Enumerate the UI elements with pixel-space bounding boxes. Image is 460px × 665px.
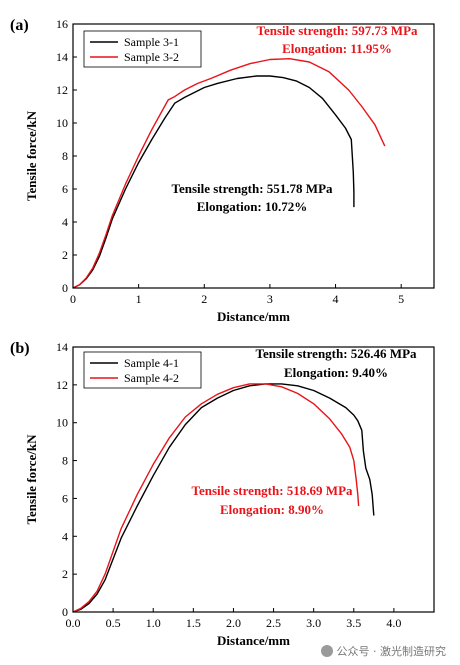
panel-a-x-axis-label: Distance/mm [217,309,290,324]
panel-b-y-tick-label: 10 [56,416,68,430]
panel-b-x-axis-label: Distance/mm [217,633,290,648]
panel-a-annotation-3: Tensile strength: 551.78 MPa [171,181,333,196]
panel-b-y-tick-label: 12 [56,378,68,392]
panel-a-x-tick-label: 3 [267,292,273,306]
panel-b-plot-frame [72,346,435,613]
panel-b-legend-box [83,351,202,389]
panel-a-y-tick-label: 6 [62,182,68,196]
panel-a-annotation-2: Elongation: 11.95% [282,41,392,56]
panel-a-y-tick-label: 12 [56,83,68,97]
panel-a-series-line-1 [72,75,355,289]
wechat-icon [320,645,333,657]
panel-a-x-tick-label: 2 [201,292,207,306]
panel-a-x-tick-label: 1 [136,292,142,306]
panel-b-x-tick-label: 1.0 [146,616,161,630]
panel-a-x-tick-label: 5 [398,292,404,306]
panel-b-y-tick-label: 6 [62,491,68,505]
panel-b-legend-label-2: Sample 4-2 [124,371,179,385]
panel-b-y-tick-label: 0 [62,605,68,619]
panel-b-label: (b) [10,340,30,357]
panel-b-annotation-2: Elongation: 9.40% [284,365,388,380]
panel-b-x-tick-label: 2.0 [226,616,241,630]
panel-b-annotation-1: Tensile strength: 526.46 MPa [255,346,417,361]
panel-b-y-tick-label: 2 [62,567,68,581]
panel-b-series-line-1 [72,383,375,613]
panel-b-annotation-4: Elongation: 8.90% [220,502,324,517]
panel-b-annotation-3: Tensile strength: 518.69 MPa [191,483,353,498]
panel-b-legend-label-1: Sample 4-1 [124,356,179,370]
panel-b-x-tick-label: 2.5 [266,616,281,630]
panel-b-x-tick-label: 0.0 [66,616,81,630]
watermark-text: 公众号 · 激光制造研究 [336,645,447,658]
panel-a-y-tick-label: 10 [56,116,68,130]
panel-a-annotation-1: Tensile strength: 597.73 MPa [256,23,418,38]
panel-a-y-tick-label: 14 [56,50,68,64]
watermark: 公众号 · 激光制造研究 [320,643,447,659]
panel-a-y-tick-label: 0 [62,281,68,295]
panel-a-y-tick-label: 16 [56,17,68,31]
panel-b-y-tick-label: 14 [56,340,68,354]
panel-b-x-tick-label: 0.5 [106,616,121,630]
panel-a-legend-label-2: Sample 3-2 [124,50,179,64]
panel-b-x-tick-label: 1.5 [186,616,201,630]
panel-a-y-tick-label: 2 [62,248,68,262]
panel-b-x-tick-label: 4.0 [386,616,401,630]
panel-b-x-tick-label: 3.5 [346,616,361,630]
panel-a-legend-label-1: Sample 3-1 [124,35,179,49]
panel-b-series-line-2 [72,383,360,613]
panel-a-y-axis-label: Tensile force/kN [24,110,39,201]
panel-a-label: (a) [10,17,29,34]
panel-a-annotation-4: Elongation: 10.72% [197,199,308,214]
panel-b-y-tick-label: 4 [62,529,68,543]
panel-a-series-line-2 [72,58,386,289]
panel-a-x-tick-label: 0 [70,292,76,306]
panel-a-legend-box [83,30,202,68]
panel-b-x-tick-label: 3.0 [306,616,321,630]
panel-a-y-tick-label: 8 [62,149,68,163]
panel-b-y-axis-label: Tensile force/kN [24,434,39,525]
panel-b-y-tick-label: 8 [62,454,68,468]
panel-a-x-tick-label: 4 [333,292,339,306]
panel-a-y-tick-label: 4 [62,215,68,229]
